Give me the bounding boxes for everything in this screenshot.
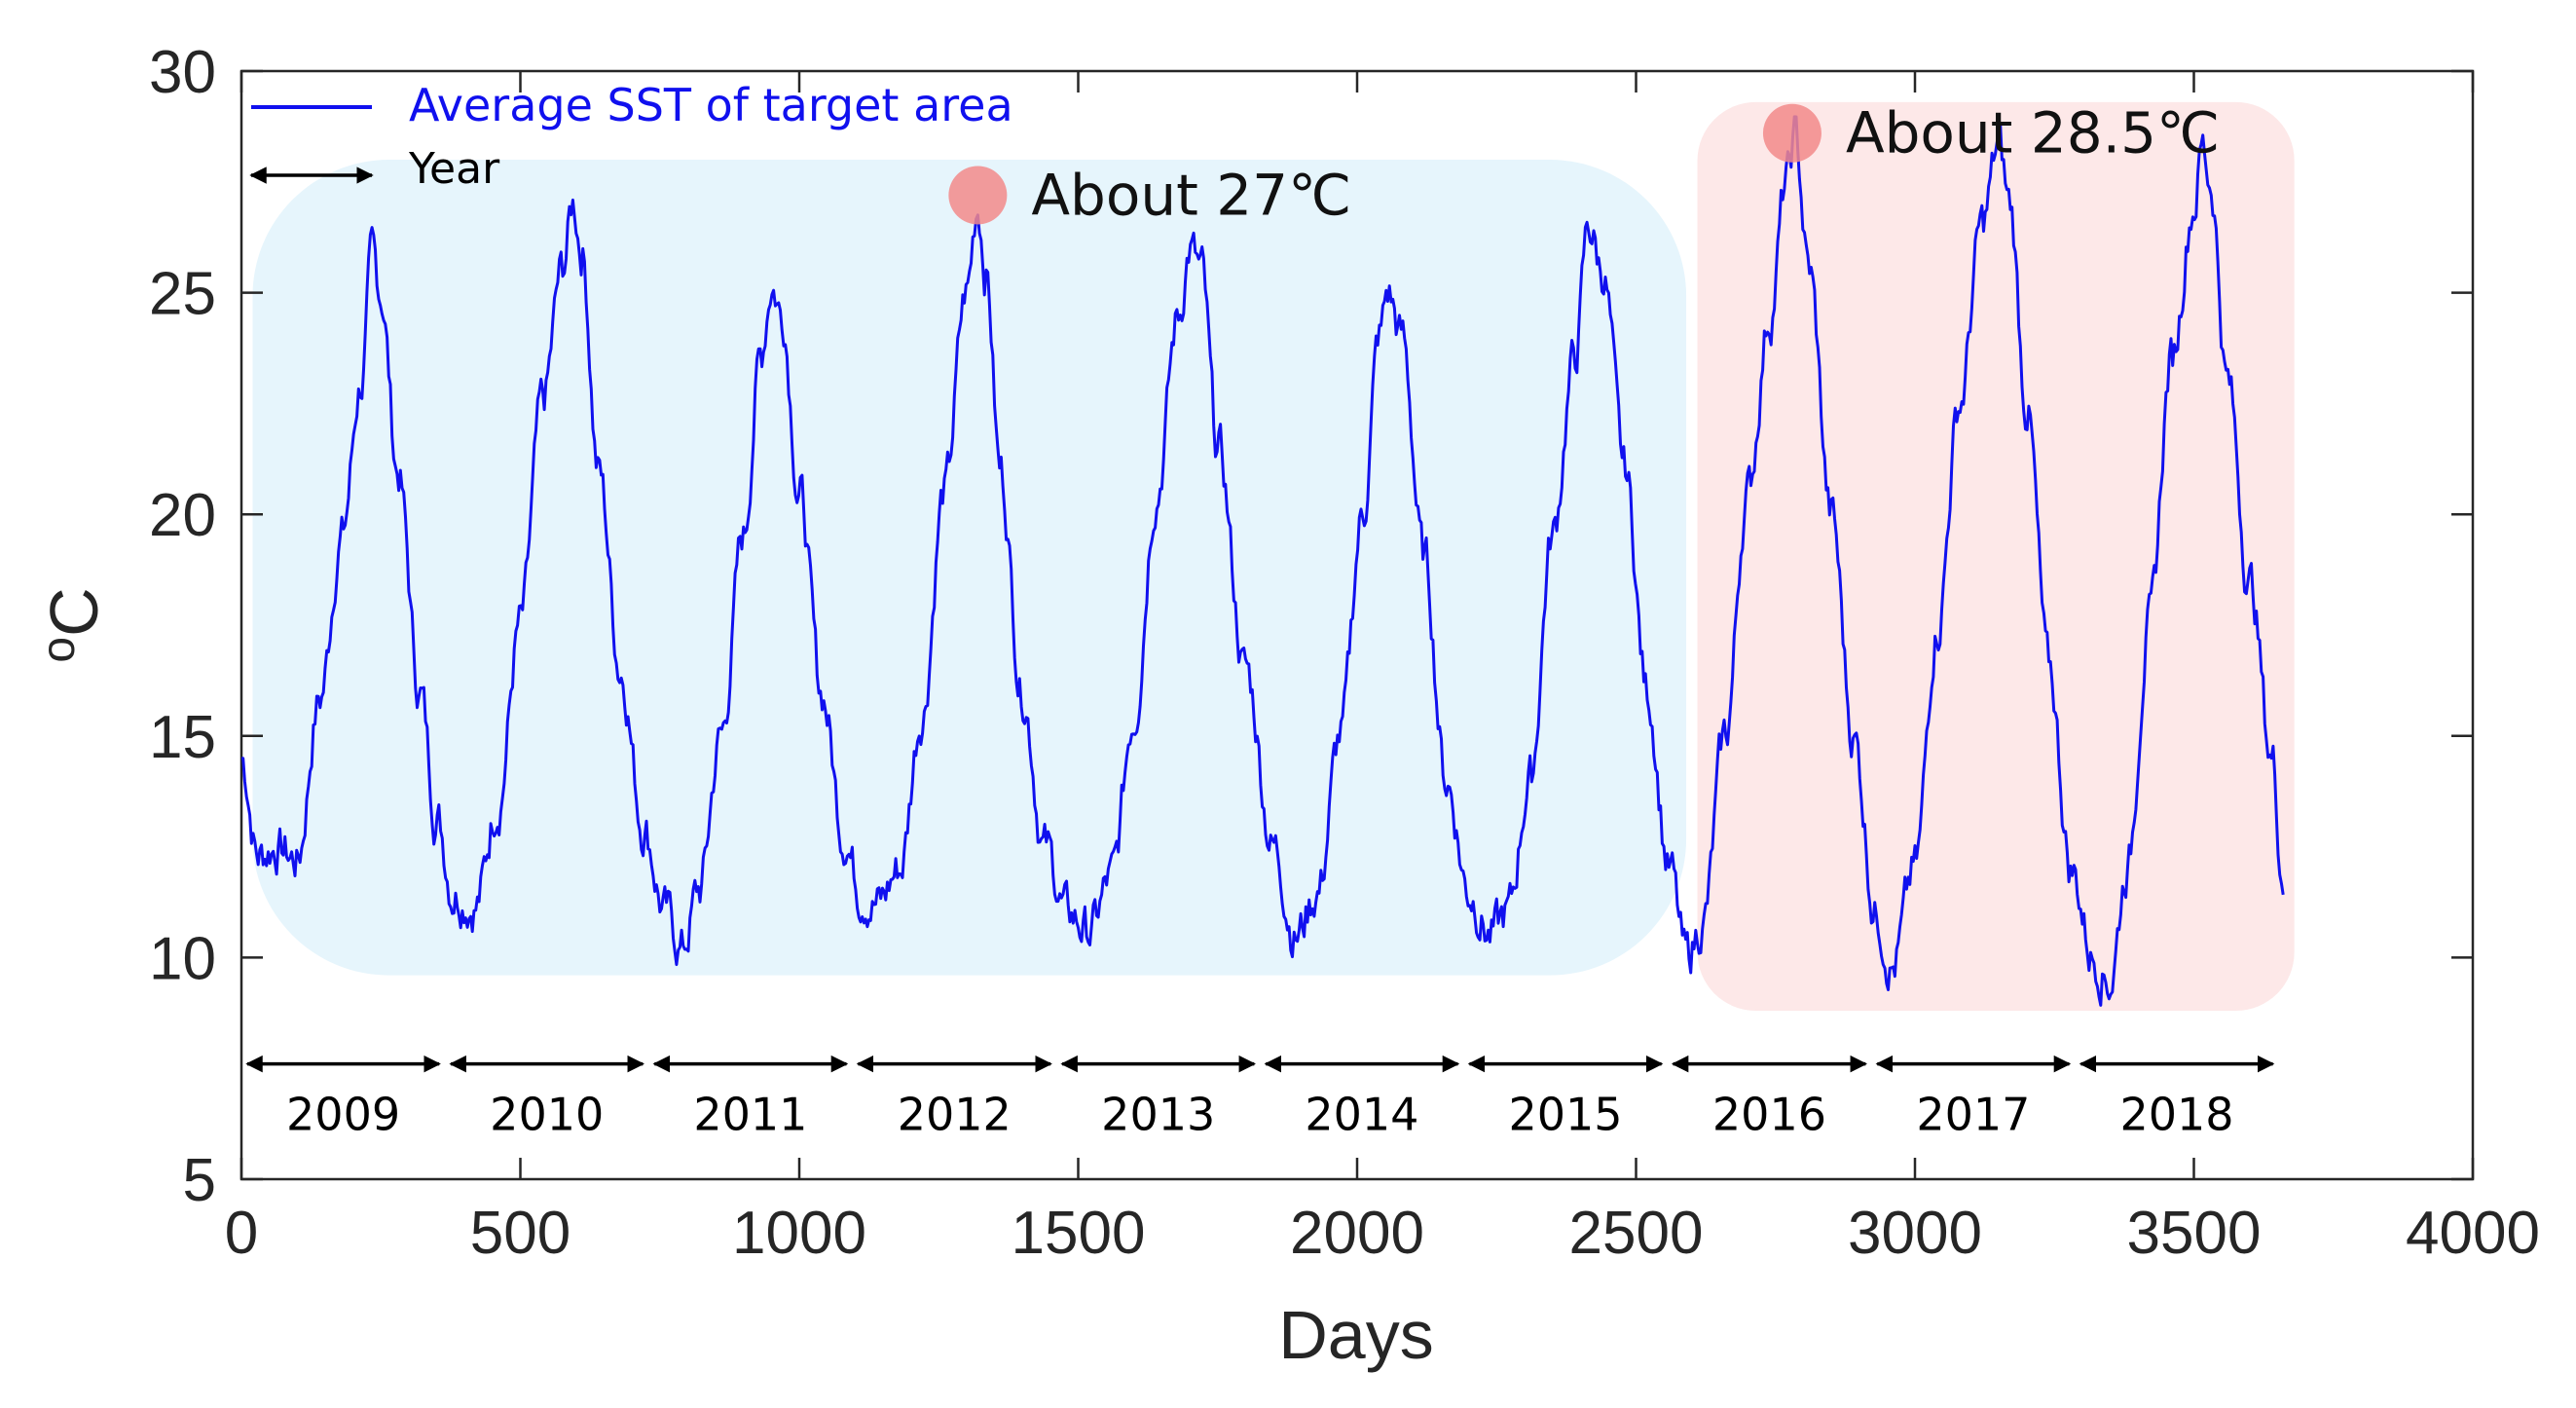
y-axis-ticks: 5 10 15 20 25 30 xyxy=(149,39,2473,1214)
highlight-regions xyxy=(252,101,2295,1012)
x-tick-label: 2500 xyxy=(1569,1200,1704,1267)
peak-marker-1 xyxy=(948,166,1008,225)
x-tick-label: 1500 xyxy=(1012,1200,1146,1267)
y-tick-label: 25 xyxy=(149,261,216,328)
year-span-label: 2014 xyxy=(1305,1089,1418,1141)
x-tick-label: 1000 xyxy=(732,1200,866,1267)
year-span-label: 2011 xyxy=(693,1089,807,1141)
y-tick-label: 20 xyxy=(149,482,216,549)
peak-annotations: About 27℃ About 28.5℃ xyxy=(948,100,2220,228)
y-tick-label: 30 xyxy=(149,39,216,106)
year-span-label: 2015 xyxy=(1508,1089,1622,1141)
svg-text:oC: oC xyxy=(33,587,112,662)
y-axis-label-unit: C xyxy=(36,587,112,637)
legend-year-label: Year xyxy=(408,144,500,194)
y-tick-label: 10 xyxy=(149,925,216,992)
y-axis-label: oC xyxy=(33,587,112,662)
peak-annotation-label-2: About 28.5℃ xyxy=(1846,100,2220,167)
legend: Average SST of target area Year xyxy=(249,79,1013,194)
year-span-label: 2017 xyxy=(1916,1089,2030,1141)
x-tick-label: 4000 xyxy=(2406,1200,2540,1267)
y-tick-label: 15 xyxy=(149,704,216,771)
x-tick-label: 2000 xyxy=(1290,1200,1424,1267)
x-axis-ticks: 0 500 1000 1500 2000 2500 3000 3500 4000 xyxy=(225,71,2540,1267)
legend-series-label: Average SST of target area xyxy=(409,79,1013,131)
year-span-label: 2013 xyxy=(1101,1089,1215,1141)
year-span-label: 2018 xyxy=(2119,1089,2233,1141)
highlight-region-1 xyxy=(252,160,1687,976)
y-axis-label-degree: o xyxy=(33,637,85,663)
year-spans: 2009 2010 2011 2012 2013 2014 2015 2016 2017 2018 xyxy=(245,1055,2275,1141)
x-axis-label: Days xyxy=(1278,1297,1433,1373)
highlight-region-2 xyxy=(1697,101,2295,1012)
peak-marker-2 xyxy=(1762,103,1822,163)
year-span-label: 2012 xyxy=(898,1089,1012,1141)
x-tick-label: 500 xyxy=(470,1200,570,1267)
x-tick-label: 3000 xyxy=(1848,1200,1982,1267)
x-tick-label: 0 xyxy=(225,1200,258,1267)
year-span-label: 2010 xyxy=(490,1089,604,1141)
peak-annotation-label-1: About 27℃ xyxy=(1031,162,1351,228)
x-tick-label: 3500 xyxy=(2127,1200,2262,1267)
series-line-average-sst xyxy=(241,115,2285,1007)
year-span-label: 2016 xyxy=(1712,1089,1826,1141)
y-tick-label: 5 xyxy=(183,1147,216,1214)
year-span-label: 2009 xyxy=(286,1089,400,1141)
